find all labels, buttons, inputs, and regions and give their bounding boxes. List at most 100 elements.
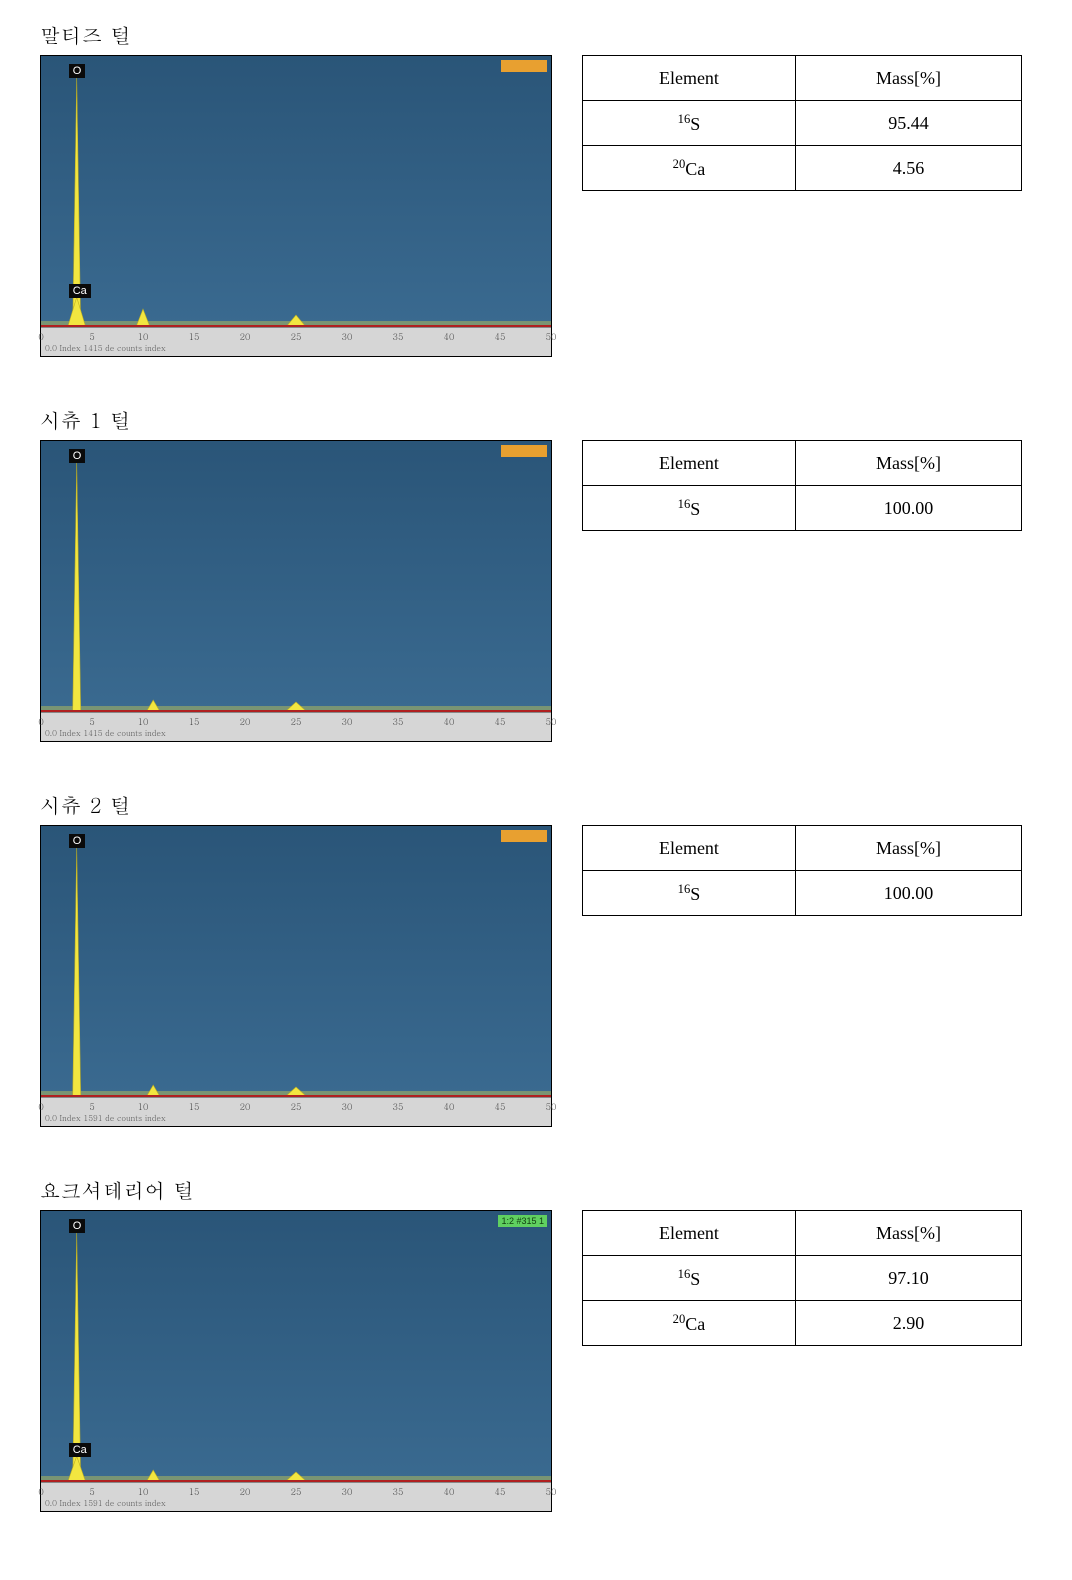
analysis-section: 시츄 2 털O 051015202530354045500.0 Index 15… [40,790,1032,1127]
axis-tick: 10 [138,715,149,728]
axis-tick: 40 [444,1485,455,1498]
axis-tick: 20 [240,715,251,728]
peak-label: Ca [69,284,91,298]
axis-tick: 15 [189,715,200,728]
spectrum-corner-badge [501,445,547,457]
axis-tick: 35 [393,330,404,343]
spectrum-corner-badge [501,830,547,842]
axis-tick: 10 [138,1485,149,1498]
element-mass-table: ElementMass[%]16S100.00 [582,825,1022,916]
eds-spectrum: O 051015202530354045500.0 Index 1415 de … [40,440,552,742]
spectrum-peak [73,848,81,1097]
axis-tick: 50 [546,1100,557,1113]
axis-tick: 50 [546,1485,557,1498]
axis-tick: 25 [291,1485,302,1498]
spectrum-corner-badge: 1:2 #315 1 [498,1215,547,1227]
table-header-cell: Mass[%] [795,441,1021,486]
spectrum-footer-text: 0.0 Index 1591 de counts index [45,1113,166,1124]
element-mass-table: ElementMass[%]16S97.1020Ca2.90 [582,1210,1022,1346]
mass-cell: 4.56 [795,146,1021,191]
axis-tick: 0 [38,715,43,728]
peak-label: O [69,449,86,463]
table-header-cell: Mass[%] [795,1211,1021,1256]
axis-tick: 40 [444,330,455,343]
analysis-section: 시츄 1 털O 051015202530354045500.0 Index 14… [40,405,1032,742]
eds-spectrum: OCa 051015202530354045500.0 Index 1415 d… [40,55,552,357]
table-row: 20Ca4.56 [583,146,1022,191]
mass-cell: 95.44 [795,101,1021,146]
spectrum-peaks-svg [41,441,551,712]
peak-label: Ca [69,1443,91,1457]
axis-tick: 20 [240,1485,251,1498]
element-cell: 20Ca [583,146,796,191]
mass-cell: 100.00 [795,871,1021,916]
mass-cell: 97.10 [795,1256,1021,1301]
element-mass-table: ElementMass[%]16S100.00 [582,440,1022,531]
axis-tick: 10 [138,330,149,343]
element-cell: 16S [583,1256,796,1301]
section-row: OCa1:2 #315 1051015202530354045500.0 Ind… [40,1210,1032,1512]
table-row: 16S100.00 [583,871,1022,916]
table-row: 20Ca2.90 [583,1301,1022,1346]
section-title: 시츄 2 털 [40,790,1032,819]
axis-tick: 0 [38,330,43,343]
axis-tick: 50 [546,715,557,728]
axis-tick: 0 [38,1485,43,1498]
eds-spectrum: O 051015202530354045500.0 Index 1591 de … [40,825,552,1127]
mass-cell: 100.00 [795,486,1021,531]
spectrum-plot-area: O [41,826,551,1097]
spectrum-x-axis: 051015202530354045500.0 Index 1591 de co… [41,1482,551,1511]
axis-tick: 20 [240,330,251,343]
axis-tick: 50 [546,330,557,343]
axis-tick: 0 [38,1100,43,1113]
element-mass-table: ElementMass[%]16S95.4420Ca4.56 [582,55,1022,191]
spectrum-peaks-svg [41,826,551,1097]
axis-tick: 45 [495,715,506,728]
spectrum-plot-area: O Ca [41,56,551,327]
section-row: O Ca 0 5 10 15 20 25 30 35 40 45 50 0.0 Index 1415 d… [40,55,1032,357]
peak-label: O [69,834,86,848]
spectrum-x-axis: 051015202530354045500.0 Index 1591 de co… [41,1097,551,1126]
axis-tick: 35 [393,715,404,728]
axis-tick: 35 [393,1485,404,1498]
table-row: 16S97.10 [583,1256,1022,1301]
table-row: 16S100.00 [583,486,1022,531]
axis-tick: 15 [189,1100,200,1113]
axis-tick: 5 [89,330,94,343]
section-row: O 051015202530354045500.0 Index 1591 de … [40,825,1032,1127]
axis-tick: 40 [444,1100,455,1113]
element-cell: 20Ca [583,1301,796,1346]
axis-tick: 45 [495,330,506,343]
section-title: 말티즈 털 [40,20,1032,49]
table-header-cell: Element [583,826,796,871]
spectrum-peaks-svg [41,56,551,327]
axis-tick: 25 [291,715,302,728]
axis-tick: 5 [89,1100,94,1113]
analysis-section: 요크셔테리어 털OCa1:2 #315 10510152025303540455… [40,1175,1032,1512]
table-header-cell: Mass[%] [795,826,1021,871]
table-header-cell: Mass[%] [795,56,1021,101]
spectrum-plot-area: OCa1:2 #315 1 [41,1211,551,1482]
section-title: 시츄 1 털 [40,405,1032,434]
section-title: 요크셔테리어 털 [40,1175,1032,1204]
peak-label: O [69,64,86,78]
axis-tick: 15 [189,1485,200,1498]
axis-tick: 30 [342,1100,353,1113]
axis-tick: 25 [291,1100,302,1113]
spectrum-footer-text: 0.0 Index 1415 de counts index [45,343,166,354]
axis-tick: 5 [89,715,94,728]
spectrum-x-axis: 051015202530354045500.0 Index 1415 de co… [41,327,551,356]
axis-tick: 5 [89,1485,94,1498]
axis-tick: 25 [291,330,302,343]
table-header-cell: Element [583,56,796,101]
spectrum-corner-badge [501,60,547,72]
spectrum-x-axis: 051015202530354045500.0 Index 1415 de co… [41,712,551,741]
table-header-cell: Element [583,1211,796,1256]
axis-tick: 45 [495,1485,506,1498]
spectrum-footer-text: 0.0 Index 1415 de counts index [45,728,166,739]
eds-spectrum: OCa1:2 #315 1051015202530354045500.0 Ind… [40,1210,552,1512]
table-header-cell: Element [583,441,796,486]
axis-tick: 30 [342,1485,353,1498]
axis-tick: 30 [342,330,353,343]
axis-tick: 15 [189,330,200,343]
